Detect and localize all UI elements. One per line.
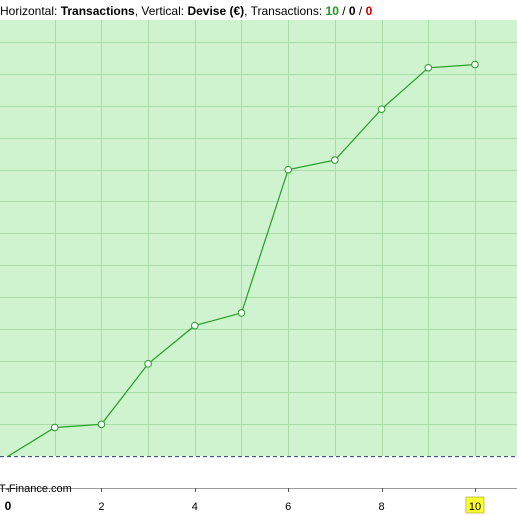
plot-area-below-zero <box>0 456 517 488</box>
x-tick-label-highlight <box>465 496 485 514</box>
data-point <box>144 360 152 368</box>
watermark-text: IT-Finance.com <box>0 483 72 495</box>
plot-area-positive <box>0 20 517 457</box>
x-tick-label: 6 <box>285 501 291 513</box>
transactions-count-red: 0 <box>365 4 373 18</box>
data-point <box>424 63 433 72</box>
separator: / <box>338 4 349 18</box>
x-tick-label: 2 <box>98 501 104 513</box>
x-tick-label: 10 <box>469 501 481 513</box>
vertical-label: , Vertical: <box>134 4 185 18</box>
data-point <box>190 321 199 330</box>
data-point <box>50 423 59 432</box>
data-point <box>284 165 292 174</box>
transactions-count-green: 10 <box>325 4 339 18</box>
x-tick-label: 0 <box>5 499 12 513</box>
horizontal-value: Transactions <box>60 4 135 18</box>
vertical-value: Devise (€) <box>187 4 245 18</box>
transactions-count-mid: 0 <box>348 4 356 18</box>
data-point <box>377 105 386 113</box>
separator: / <box>355 4 366 18</box>
data-point <box>237 309 246 317</box>
data-point <box>97 420 106 429</box>
data-point <box>471 60 479 69</box>
x-tick-label: 4 <box>192 501 198 513</box>
horizontal-label: Horizontal: <box>0 4 58 18</box>
chart-header: Horizontal: Transactions, Vertical: Devi… <box>0 3 372 19</box>
transactions-label: , Transactions: <box>244 4 323 18</box>
data-point <box>331 156 339 164</box>
x-tick-label: 8 <box>379 501 385 513</box>
